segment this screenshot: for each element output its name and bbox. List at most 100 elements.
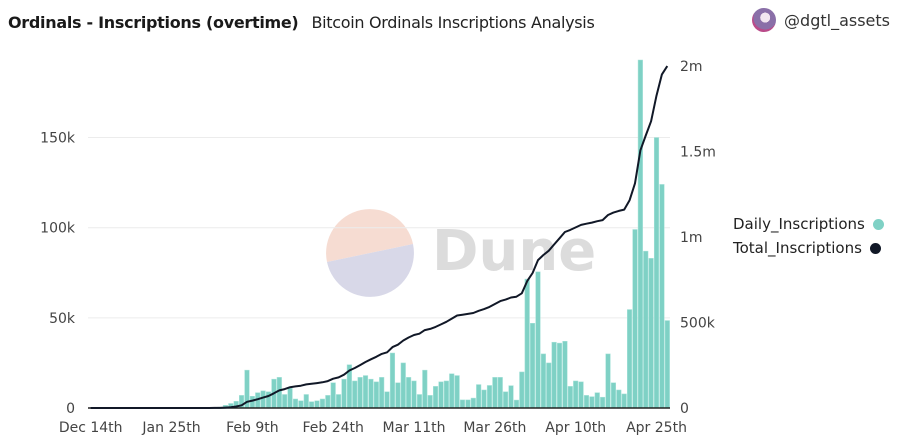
bar-daily-inscriptions [249,396,255,409]
bar-daily-inscriptions [503,391,509,409]
bar-daily-inscriptions [524,278,530,409]
bar-daily-inscriptions [319,398,325,409]
bar-daily-inscriptions [379,377,385,409]
bar-daily-inscriptions [298,400,304,409]
bar-daily-inscriptions [567,386,573,409]
x-tick-label: Jan 25th [141,420,200,436]
bar-daily-inscriptions [427,395,433,409]
bar-daily-inscriptions [492,377,498,409]
bar-daily-inscriptions [341,378,347,409]
bar-daily-inscriptions [449,373,455,409]
bar-daily-inscriptions [578,381,584,409]
bar-daily-inscriptions [330,382,336,409]
line-total-inscriptions [90,65,669,409]
bar-daily-inscriptions [384,391,390,409]
bar-daily-inscriptions [336,394,342,409]
y-right-tick-label: 0 [680,401,689,417]
x-tick-label: Apr 10th [545,420,606,436]
bar-daily-inscriptions [513,399,519,409]
y-right-tick-label: 500k [680,315,716,331]
legend-label: Total_Inscriptions [733,239,862,257]
bar-daily-inscriptions [416,394,422,409]
bar-daily-inscriptions [535,271,541,409]
bar-daily-inscriptions [616,389,622,409]
x-tick-label: Apr 25th [626,420,687,436]
legend-dot-icon [869,242,881,254]
bar-daily-inscriptions [395,382,401,409]
bar-daily-inscriptions [497,377,503,409]
bar-daily-inscriptions [287,387,293,409]
bar-daily-inscriptions [476,384,482,409]
bar-daily-inscriptions [659,184,665,409]
x-tick-label: Mar 11th [383,420,446,436]
bar-daily-inscriptions [530,323,536,409]
bar-daily-inscriptions [362,375,369,409]
y-right-tick-label: 2m [680,59,703,75]
bar-daily-inscriptions [594,392,600,409]
bar-daily-inscriptions [465,399,471,409]
y-right-tick-label: 1.5m [680,144,716,160]
bar-daily-inscriptions [433,386,439,409]
bar-daily-inscriptions [508,385,514,409]
bar-daily-inscriptions [357,377,363,409]
bar-daily-inscriptions [600,396,606,409]
bar-daily-inscriptions [551,341,557,409]
bar-daily-inscriptions [583,395,590,409]
legend: Daily_Inscriptions Total_Inscriptions [733,212,884,260]
x-tick-label: Mar 26th [463,420,526,436]
watermark-logo-bottom [327,244,414,297]
y-right-tick-label: 1m [680,230,703,246]
y-left-tick-label: 150k [40,131,76,147]
bar-daily-inscriptions [605,353,611,409]
x-tick-label: Feb 9th [226,420,279,436]
bar-daily-inscriptions [389,352,396,409]
bar-daily-inscriptions [282,394,288,409]
bar-daily-inscriptions [309,401,315,409]
bar-daily-inscriptions [664,320,670,409]
bar-daily-inscriptions [292,398,299,409]
legend-dot-icon [872,218,884,230]
bar-daily-inscriptions [459,399,466,409]
bar-daily-inscriptions [643,250,649,409]
bar-daily-inscriptions [481,389,487,409]
bar-daily-inscriptions [546,362,552,409]
bar-daily-inscriptions [627,309,633,409]
avatar [752,8,777,32]
bar-daily-inscriptions [325,395,331,409]
bar-daily-inscriptions [486,385,493,409]
bar-daily-inscriptions [443,380,449,409]
bar-daily-inscriptions [573,380,579,409]
chart-header: Ordinals - Inscriptions (overtime) Bitco… [8,9,595,35]
bar-daily-inscriptions [422,369,428,409]
y-left-tick-label: 0 [66,401,75,417]
x-tick-label: Dec 14th [59,420,123,436]
bar-daily-inscriptions [260,390,266,409]
bar-daily-inscriptions [406,377,412,409]
bar-daily-inscriptions [589,396,595,409]
bar-daily-inscriptions [276,377,282,409]
bar-daily-inscriptions [303,394,309,409]
bar-daily-inscriptions [411,380,417,409]
bar-daily-inscriptions [352,380,358,409]
bar-daily-inscriptions [368,378,374,409]
legend-item-total[interactable]: Total_Inscriptions [733,236,884,260]
bar-daily-inscriptions [621,393,627,409]
bar-daily-inscriptions [562,341,568,409]
bar-daily-inscriptions [648,258,654,409]
y-left-tick-label: 100k [40,221,76,237]
legend-label: Daily_Inscriptions [733,215,865,233]
bar-daily-inscriptions [632,229,638,409]
bar-daily-inscriptions [540,353,546,409]
bar-daily-inscriptions [314,400,320,409]
bar-daily-inscriptions [438,381,444,409]
author-name: @dgtl_assets [784,10,890,30]
legend-item-daily[interactable]: Daily_Inscriptions [733,212,884,236]
bar-daily-inscriptions [470,397,476,409]
chart-subtitle: Bitcoin Ordinals Inscriptions Analysis [311,12,595,32]
bar-daily-inscriptions [454,375,460,409]
chart-title: Ordinals - Inscriptions (overtime) [8,12,299,32]
watermark-logo-top [326,209,413,262]
x-tick-label: Feb 24th [302,420,363,436]
author-link[interactable]: @dgtl_assets [752,8,890,32]
